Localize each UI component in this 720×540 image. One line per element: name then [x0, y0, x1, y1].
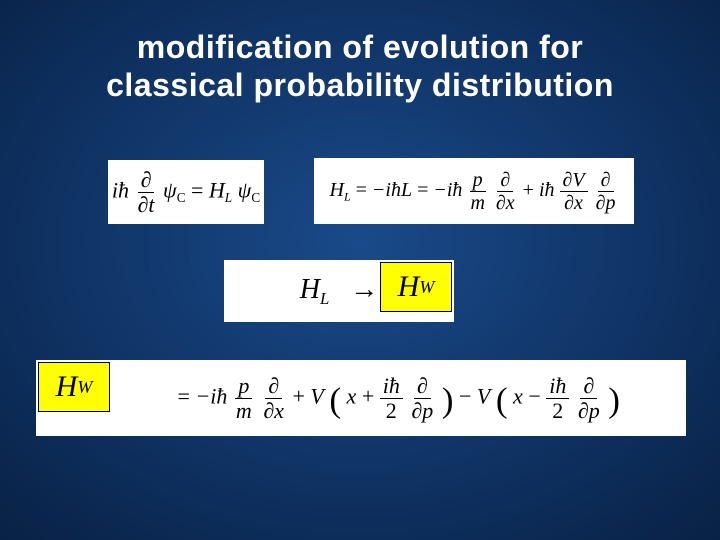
eq1-ih: iħ [112, 177, 129, 202]
eq2-dVdx: ∂V ∂x [560, 170, 588, 213]
eq4-ddpb: ∂ ∂p [575, 375, 603, 422]
eq1-psi: ψ [163, 177, 177, 202]
eq1-H: H [209, 177, 225, 202]
eq4-pm: p m [233, 375, 255, 422]
eq2-ddp: ∂ ∂p [593, 170, 619, 213]
arrow-icon: → [350, 274, 378, 305]
equation-box-HL-definition: HL = −iħL = −iħ p m ∂ ∂x + iħ ∂V ∂x ∂ ∂p [314, 158, 634, 224]
eq4-ddpa: ∂ ∂p [408, 375, 436, 422]
title-line-2: classical probability distribution [106, 67, 614, 103]
eq1-content: iħ ∂ ∂t ψC = HL ψC [112, 169, 260, 216]
eq3-content: HL → [300, 274, 379, 309]
eq4-ih2b: iħ 2 [546, 375, 569, 422]
equation-box-evolution: iħ ∂ ∂t ψC = HL ψC [108, 160, 264, 224]
HW-highlight-2: HW [38, 362, 110, 412]
equation-box-HW-definition: = −iħ p m ∂ ∂x + V ( x + iħ 2 ∂ ∂p ) − V… [36, 360, 686, 436]
eq1-ddt: ∂ ∂t [135, 169, 158, 216]
eq4-ih2a: iħ 2 [380, 375, 403, 422]
title-line-1: modification of evolution for [137, 29, 583, 65]
eq4-ddx: ∂ ∂x [260, 375, 287, 422]
eq2-content: HL = −iħL = −iħ p m ∂ ∂x + iħ ∂V ∂x ∂ ∂p [329, 170, 618, 213]
eq2-ddx: ∂ ∂x [493, 170, 518, 213]
eq4-content: = −iħ p m ∂ ∂x + V ( x + iħ 2 ∂ ∂p ) − V… [102, 375, 620, 422]
HW-highlight-1: HW [380, 262, 452, 312]
eq2-pm: p m [467, 170, 487, 213]
slide-title: modification of evolution for classical … [0, 0, 720, 105]
